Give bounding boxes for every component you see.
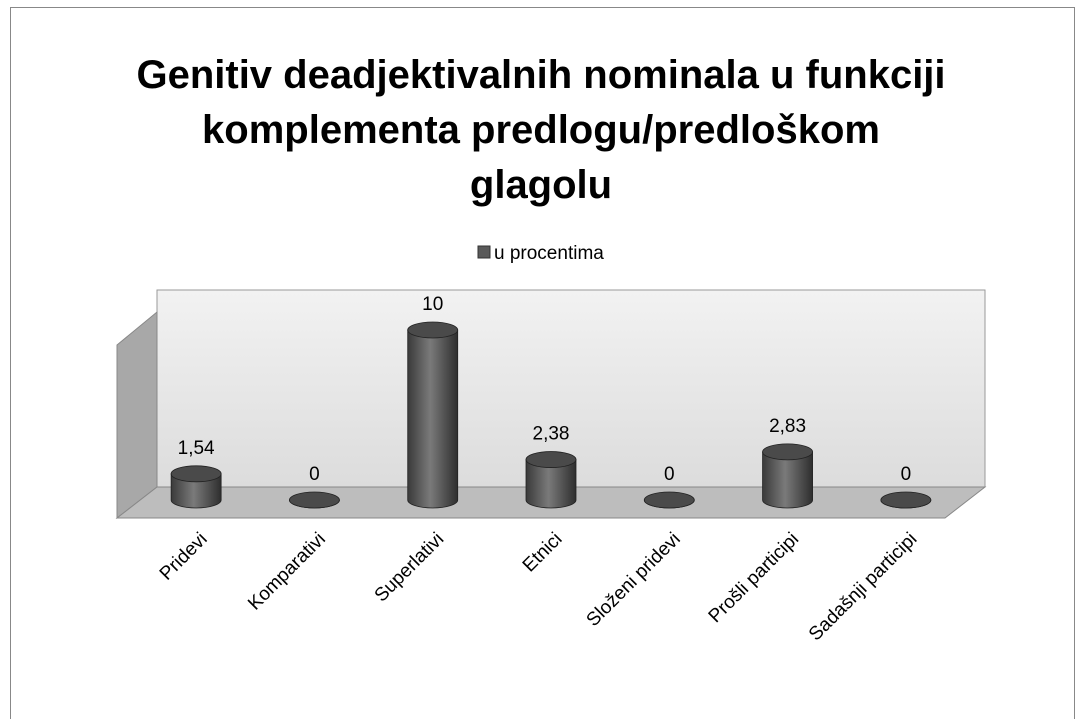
side-wall: [116, 310, 158, 520]
legend-label: u procentima: [494, 243, 604, 264]
bar-top: [289, 491, 340, 509]
bar-top: [762, 443, 813, 461]
value-label: 2,83: [769, 416, 806, 437]
chart-title: glagolu: [470, 163, 612, 207]
bar-top: [525, 451, 577, 468]
value-label: 0: [309, 464, 320, 485]
bar: [525, 459, 577, 509]
value-label: 10: [422, 294, 443, 315]
value-label: 0: [664, 464, 675, 485]
bar-top: [407, 321, 459, 339]
bar-top: [170, 465, 222, 483]
value-label: 1,54: [178, 438, 215, 459]
bar-top: [643, 491, 695, 509]
value-label: 0: [901, 464, 912, 485]
value-label: 2,38: [533, 424, 570, 445]
bar: [170, 473, 222, 509]
bar: [407, 329, 459, 509]
legend-swatch: [477, 245, 491, 259]
chart-title: komplementa predlogu/predloškom: [202, 108, 880, 152]
chart-title: Genitiv deadjektivalnih nominala u funkc…: [136, 53, 945, 97]
bar-top: [880, 491, 932, 509]
bar: [762, 451, 813, 509]
